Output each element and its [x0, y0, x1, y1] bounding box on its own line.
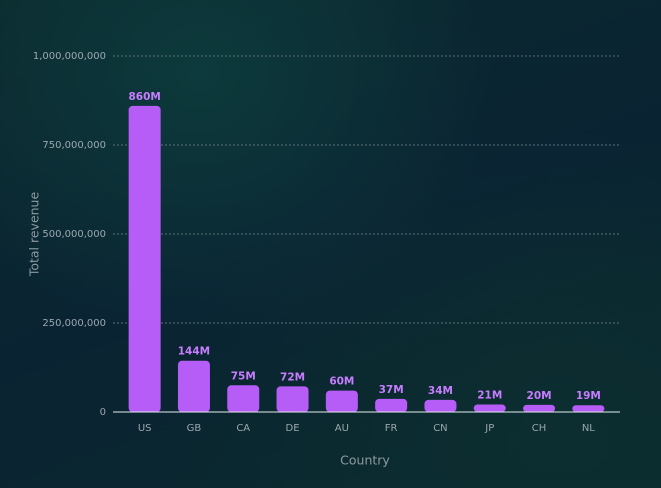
x-tick-label: CA [236, 423, 250, 434]
value-label: 20M [527, 390, 552, 402]
y-tick-label: 250,000,000 [42, 318, 106, 329]
value-label: 37M [379, 384, 404, 396]
value-label: 34M [428, 385, 453, 397]
bar [473, 404, 506, 412]
x-tick-label: CN [433, 423, 447, 434]
bar [227, 385, 260, 412]
value-label: 75M [231, 370, 256, 382]
bar [523, 404, 556, 412]
x-tick-label: AU [335, 423, 349, 434]
value-label: 860M [128, 91, 160, 103]
value-label: 144M [178, 346, 210, 358]
x-tick-label: NL [582, 423, 595, 434]
y-tick-label: 1,000,000,000 [33, 51, 106, 62]
bar [424, 399, 457, 412]
value-label: 21M [477, 390, 502, 402]
bar [177, 360, 210, 412]
bar [572, 405, 605, 412]
value-label: 72M [280, 371, 305, 383]
bar [276, 386, 309, 412]
y-tick-label: 500,000,000 [42, 229, 106, 240]
y-axis-title: Total revenue [27, 192, 42, 278]
x-tick-label: GB [187, 423, 202, 434]
x-tick-label: CH [532, 423, 547, 434]
value-label: 60M [329, 376, 354, 388]
x-tick-label: DE [286, 423, 300, 434]
x-tick-label: US [138, 423, 152, 434]
y-tick-label: 0 [100, 407, 106, 418]
value-label: 19M [576, 390, 601, 402]
x-tick-label: FR [385, 423, 398, 434]
x-axis-title: Country [340, 453, 390, 468]
x-tick-label: JP [484, 423, 494, 434]
bar [128, 105, 161, 412]
bar [325, 390, 358, 412]
y-tick-label: 750,000,000 [42, 140, 106, 151]
bar [375, 398, 408, 412]
